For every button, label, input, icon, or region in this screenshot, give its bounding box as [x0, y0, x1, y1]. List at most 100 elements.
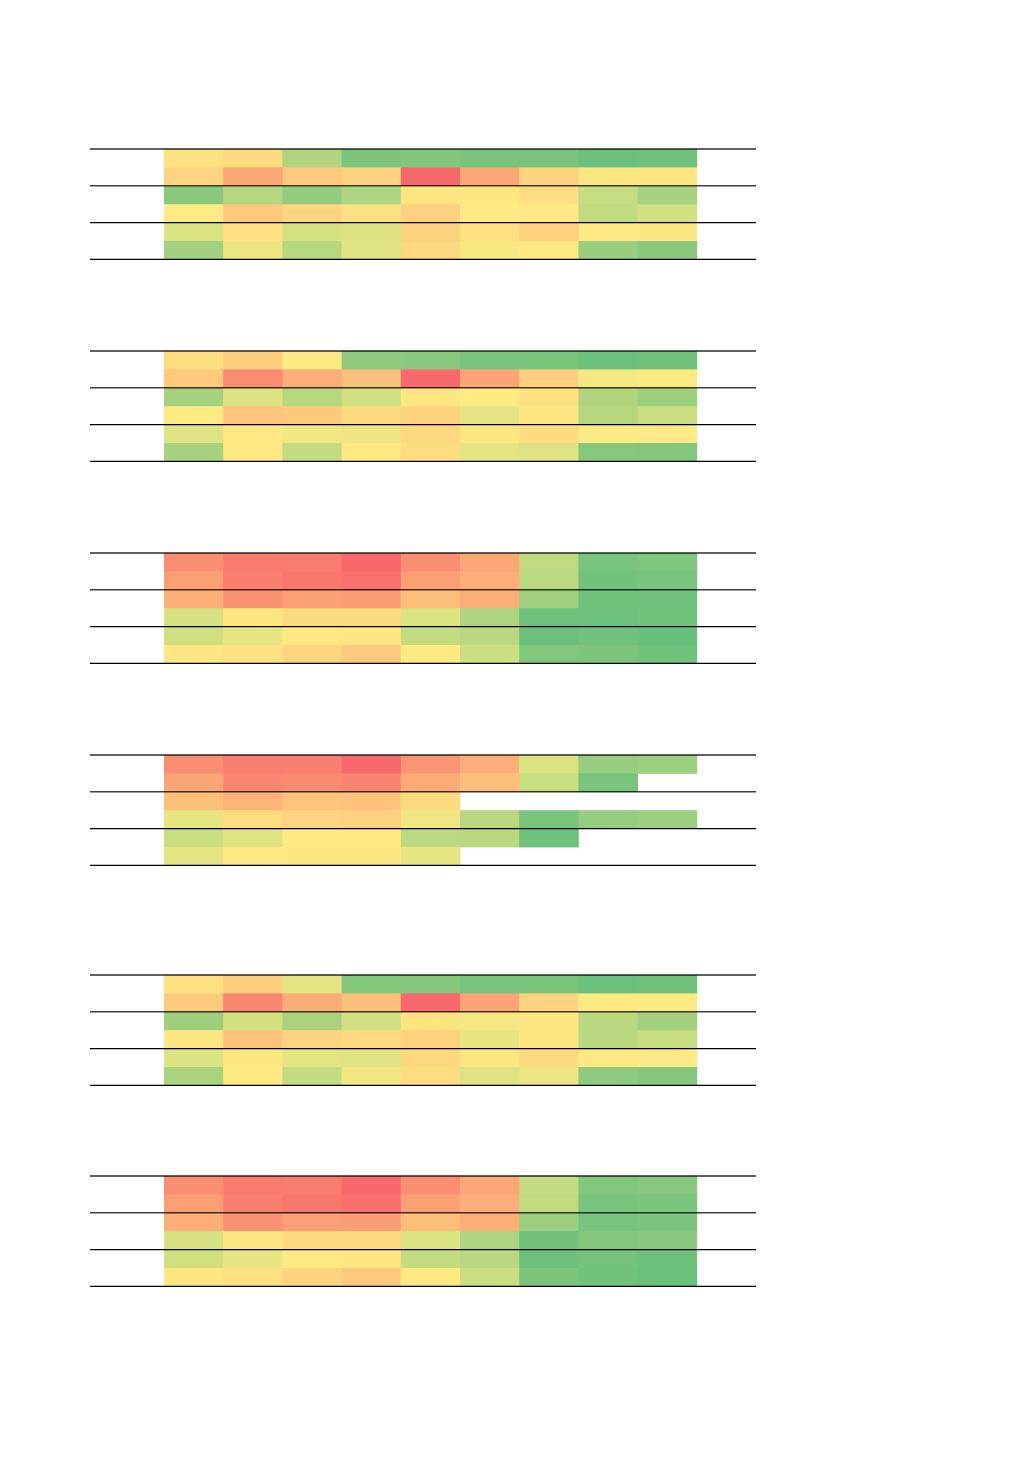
heatmap-cell	[341, 1067, 402, 1086]
heatmap-cell	[519, 755, 579, 774]
heatmap-cell	[341, 424, 402, 444]
heatmap-cell	[519, 1048, 579, 1068]
heatmap-cell	[637, 975, 698, 994]
heatmap-cell	[164, 773, 224, 793]
heatmap-cell	[460, 1048, 520, 1068]
heatmap-cell	[282, 589, 342, 609]
heatmap-cell	[341, 406, 402, 425]
heatmap-cell	[578, 1176, 638, 1195]
heatmap-cell	[400, 185, 461, 205]
heatmap-cell	[223, 369, 283, 389]
heatmap-cell	[578, 204, 638, 223]
heatmap-cell	[223, 443, 283, 462]
heatmap-cell	[164, 1048, 224, 1068]
heatmap-panel-4	[90, 754, 756, 867]
heatmap-cell	[223, 1231, 283, 1250]
heatmap-cell	[164, 810, 224, 829]
heatmap-cell	[341, 167, 402, 187]
heatmap-cell	[282, 755, 342, 774]
heatmap-cell	[282, 424, 342, 444]
heatmap-cell	[578, 1249, 638, 1269]
heatmap-cell	[341, 1176, 402, 1195]
heatmap-cell	[460, 608, 520, 627]
heatmap-cell	[578, 443, 638, 462]
heatmap-cell	[400, 1194, 461, 1214]
heatmap-cell	[460, 351, 520, 370]
heatmap-cell	[578, 589, 638, 609]
heatmap-cell	[460, 222, 520, 242]
heatmap-cell	[400, 1030, 461, 1049]
heatmap-cell	[164, 351, 224, 370]
heatmap-cell	[223, 1268, 283, 1287]
heatmap-cell	[578, 1067, 638, 1086]
heatmap-cell	[400, 149, 461, 168]
heatmap-cell	[223, 1030, 283, 1049]
heatmap-cell	[223, 1176, 283, 1195]
heatmap-cell	[282, 369, 342, 389]
heatmap-cell	[400, 645, 461, 664]
heatmap-cell	[578, 406, 638, 425]
heatmap-cell	[460, 571, 520, 591]
heatmap-cell	[460, 553, 520, 572]
heatmap-cell	[519, 1194, 579, 1214]
heatmap-cell	[164, 149, 224, 168]
heatmap-cell	[519, 185, 579, 205]
heatmap-cell	[637, 645, 698, 664]
heatmap-cell	[282, 1030, 342, 1049]
heatmap-cell	[164, 1231, 224, 1250]
heatmap-cell	[223, 626, 283, 646]
heatmap-cell	[282, 791, 342, 811]
heatmap-cell	[164, 755, 224, 774]
heatmap-cell	[578, 1194, 638, 1214]
heatmap-cell	[400, 1011, 461, 1031]
heatmap-cell	[341, 241, 402, 260]
heatmap-cell	[519, 589, 579, 609]
heatmap-cell	[400, 222, 461, 242]
heatmap-cell	[164, 222, 224, 242]
heatmap-cell	[637, 1011, 698, 1031]
heatmap-cell	[578, 626, 638, 646]
heatmap-cell	[578, 755, 638, 774]
heatmap-cell	[341, 149, 402, 168]
heatmap-cell	[519, 571, 579, 591]
heatmap-cell	[460, 810, 520, 829]
heatmap-cell	[637, 1212, 698, 1232]
heatmap-cell	[164, 975, 224, 994]
heatmap-cell	[282, 204, 342, 223]
heatmap-cell	[637, 571, 698, 591]
heatmap-cell	[400, 828, 461, 848]
heatmap-cell	[164, 993, 224, 1013]
heatmap-cell	[637, 222, 698, 242]
heatmap-cell	[341, 810, 402, 829]
heatmap-cell	[282, 185, 342, 205]
heatmap-cell	[400, 1048, 461, 1068]
heatmap-cell	[519, 993, 579, 1013]
heatmap-cell	[223, 993, 283, 1013]
heatmap-cell	[637, 1194, 698, 1214]
heatmap-cell	[519, 369, 579, 389]
heatmap-cell	[282, 1268, 342, 1287]
heatmap-cell	[341, 975, 402, 994]
heatmap-cell	[637, 608, 698, 627]
heatmap-cell	[341, 185, 402, 205]
heatmap-cell	[578, 369, 638, 389]
heatmap-cell	[519, 1067, 579, 1086]
heatmap-panel-3	[90, 552, 756, 665]
heatmap-cell	[164, 241, 224, 260]
heatmap-cell	[519, 387, 579, 407]
heatmap-cell	[341, 645, 402, 664]
heatmap-cell	[578, 387, 638, 407]
heatmap-cell	[637, 387, 698, 407]
heatmap-cell	[223, 222, 283, 242]
heatmap-cell	[400, 1067, 461, 1086]
heatmap-cell	[519, 222, 579, 242]
heatmap-cell	[400, 755, 461, 774]
heatmap-cell	[578, 810, 638, 829]
heatmap-cell	[223, 1048, 283, 1068]
heatmap-cell	[341, 1231, 402, 1250]
heatmap-cell	[223, 1194, 283, 1214]
heatmap-cell	[341, 773, 402, 793]
heatmap-cell	[460, 975, 520, 994]
heatmap-cell	[637, 1030, 698, 1049]
heatmap-cell	[341, 222, 402, 242]
